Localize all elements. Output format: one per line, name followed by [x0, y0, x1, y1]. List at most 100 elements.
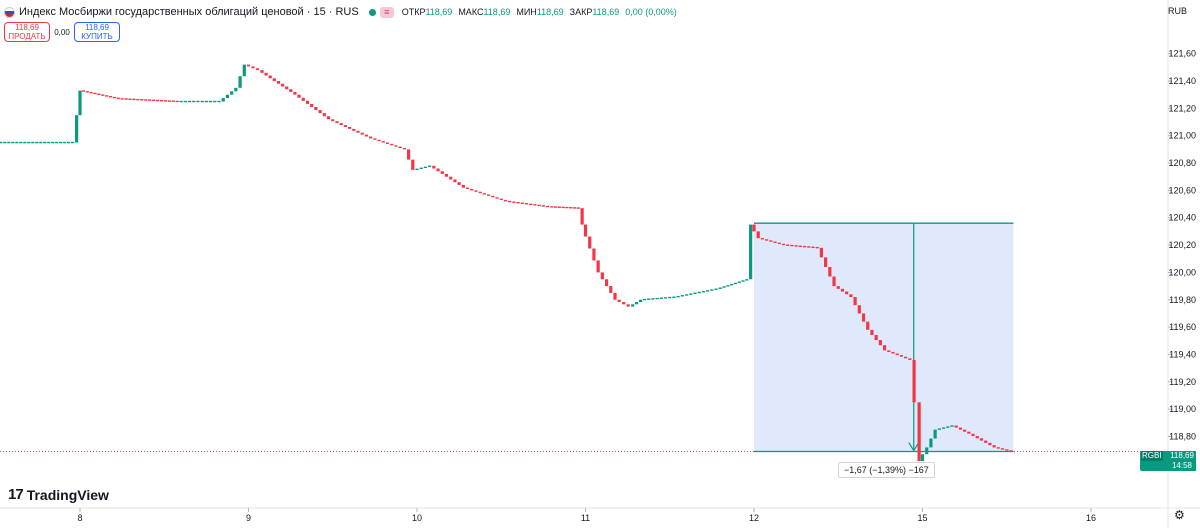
x-tick-label: 15 — [917, 513, 927, 523]
currency-label[interactable]: RUB — [1168, 6, 1188, 16]
candle — [588, 236, 592, 249]
candle — [1000, 448, 1005, 450]
tradingview-logo[interactable]: 17 TradingView — [8, 486, 109, 503]
candle — [946, 426, 950, 428]
ohlc-key-1: МАКС — [458, 7, 484, 17]
candle — [238, 76, 242, 88]
candle — [221, 98, 225, 102]
candle — [144, 99, 148, 101]
candle — [781, 243, 786, 246]
candle — [533, 204, 537, 206]
candle — [765, 239, 769, 241]
y-tick-label: 118,80 — [1169, 431, 1196, 441]
candle — [836, 286, 840, 289]
russia-flag-icon — [4, 6, 15, 18]
candle — [310, 103, 314, 107]
x-tick-label: 16 — [1086, 513, 1096, 523]
candle — [27, 141, 31, 144]
candle — [204, 100, 208, 103]
candle — [406, 149, 411, 160]
candle — [701, 290, 706, 293]
candle — [356, 130, 360, 133]
x-tick-label: 12 — [749, 513, 759, 523]
candle — [737, 281, 741, 283]
compare-icon[interactable]: ≡ — [379, 6, 394, 18]
candle — [15, 141, 19, 144]
candle — [710, 289, 714, 291]
candle — [63, 141, 67, 144]
candle — [124, 98, 128, 100]
buy-button[interactable]: 118,69 КУПИТЬ — [74, 22, 120, 42]
candle — [561, 206, 565, 209]
candle — [297, 94, 301, 98]
candle — [78, 90, 82, 116]
candle — [440, 171, 444, 174]
candle — [0, 141, 3, 144]
candle — [465, 187, 470, 190]
chart-header: Индекс Мосбиржи государственных облигаци… — [4, 4, 683, 20]
candle — [208, 100, 213, 103]
y-tick-label: 120,60 — [1168, 185, 1196, 195]
candle — [39, 141, 43, 144]
candle — [246, 64, 251, 67]
candle — [268, 75, 272, 79]
candle — [807, 246, 811, 248]
settings-gear-icon[interactable]: ⚙ — [1174, 508, 1185, 522]
candle — [200, 100, 204, 103]
candle — [933, 429, 937, 439]
y-tick-label: 119,80 — [1169, 295, 1196, 305]
candle — [828, 266, 832, 277]
sell-button[interactable]: 118,69 ПРОДАТЬ — [4, 22, 50, 42]
candle — [381, 141, 385, 143]
candle — [537, 204, 541, 207]
candle — [276, 81, 281, 84]
candle — [866, 321, 870, 330]
candle — [457, 182, 461, 185]
candle — [105, 95, 109, 97]
candle — [272, 78, 276, 82]
candle — [680, 295, 684, 297]
candle — [97, 93, 101, 95]
candle — [31, 141, 35, 144]
candle — [870, 329, 874, 335]
candle — [140, 99, 144, 101]
candle — [93, 92, 97, 95]
candle — [857, 305, 861, 314]
candle — [1005, 449, 1009, 451]
candle — [917, 402, 921, 462]
candle — [609, 286, 613, 293]
candle — [635, 302, 639, 305]
candle — [385, 142, 390, 144]
candle — [187, 100, 192, 103]
instrument-title[interactable]: Индекс Мосбиржи государственных облигаци… — [19, 6, 359, 18]
candle — [912, 359, 916, 403]
measure-label: −1,67 (−1,39%) −167 — [838, 462, 935, 478]
candle — [790, 244, 794, 247]
candle — [7, 141, 11, 144]
candle — [592, 248, 596, 261]
candle — [428, 165, 432, 167]
candle — [280, 83, 285, 87]
candle — [364, 134, 369, 137]
candle — [43, 141, 47, 144]
candle — [967, 431, 971, 434]
candle — [449, 176, 453, 180]
candle — [631, 304, 635, 307]
candle — [491, 195, 495, 198]
y-tick-label: 119,20 — [1169, 377, 1196, 387]
candle — [604, 279, 609, 287]
candle — [760, 238, 765, 240]
y-tick-label: 119,00 — [1169, 404, 1196, 414]
candle — [576, 207, 580, 209]
y-tick-label: 121,40 — [1168, 76, 1196, 86]
candle — [545, 205, 550, 208]
candle — [553, 206, 558, 208]
candle — [891, 351, 895, 354]
candle — [369, 136, 373, 139]
candle — [225, 94, 230, 99]
candle — [984, 440, 988, 443]
candle — [360, 132, 364, 135]
candle — [971, 433, 975, 437]
candle — [35, 141, 39, 144]
